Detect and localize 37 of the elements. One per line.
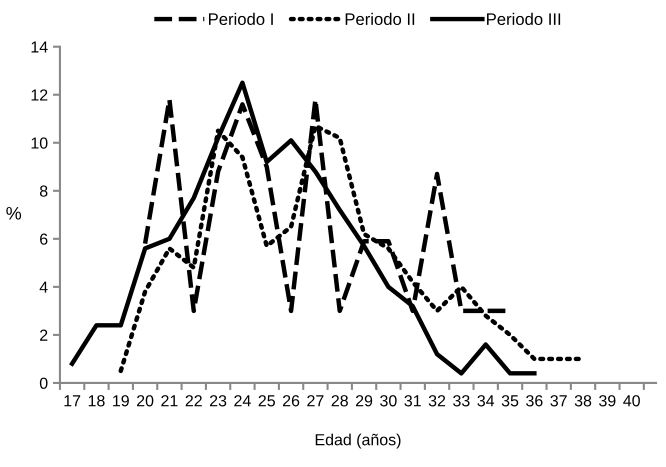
legend-label: Periodo II (346, 12, 414, 26)
y-tick-label: 10 (32, 137, 48, 149)
x-tick-label: 22 (186, 395, 202, 406)
x-axis-title: Edad (años) (316, 434, 400, 449)
x-tick-label: 35 (502, 395, 518, 406)
x-tick-label: 34 (477, 395, 494, 406)
y-axis-title: % (6, 206, 22, 220)
x-tick-label: 38 (574, 395, 592, 406)
x-tick-label: 40 (623, 395, 640, 406)
x-tick-label: 30 (380, 395, 397, 406)
legend-label: Periodo III (487, 12, 560, 26)
y-tick-label: 2 (40, 330, 48, 341)
x-tick-label: 24 (234, 395, 251, 406)
x-tick-label: 33 (453, 395, 470, 406)
x-tick-label: 31 (404, 395, 421, 406)
y-tick-label: 12 (32, 89, 48, 101)
x-tick-label: 37 (550, 395, 567, 406)
y-tick-label: 6 (40, 233, 48, 245)
x-tick-label: 17 (64, 395, 80, 406)
x-tick-label: 25 (258, 395, 275, 406)
x-tick-label: 23 (210, 395, 226, 406)
x-tick-label: 27 (307, 395, 324, 406)
x-tick-label: 19 (113, 395, 129, 406)
y-tick-label: 14 (32, 42, 48, 52)
x-tick-label: 18 (88, 395, 105, 406)
x-tick-label: 36 (526, 395, 543, 406)
x-tick-label: 26 (282, 395, 300, 406)
x-tick-label: 28 (332, 395, 348, 406)
x-tick-label: 32 (428, 395, 446, 406)
x-tick-label: 39 (599, 395, 616, 406)
x-tick-label: 29 (356, 395, 372, 406)
x-tick-label: 21 (161, 395, 178, 406)
legend-label: Periodo I (209, 12, 273, 26)
x-tick-label: 20 (137, 395, 154, 406)
y-tick-label: 4 (40, 282, 48, 293)
y-tick-label: 0 (40, 378, 48, 389)
y-tick-label: 8 (40, 185, 48, 197)
